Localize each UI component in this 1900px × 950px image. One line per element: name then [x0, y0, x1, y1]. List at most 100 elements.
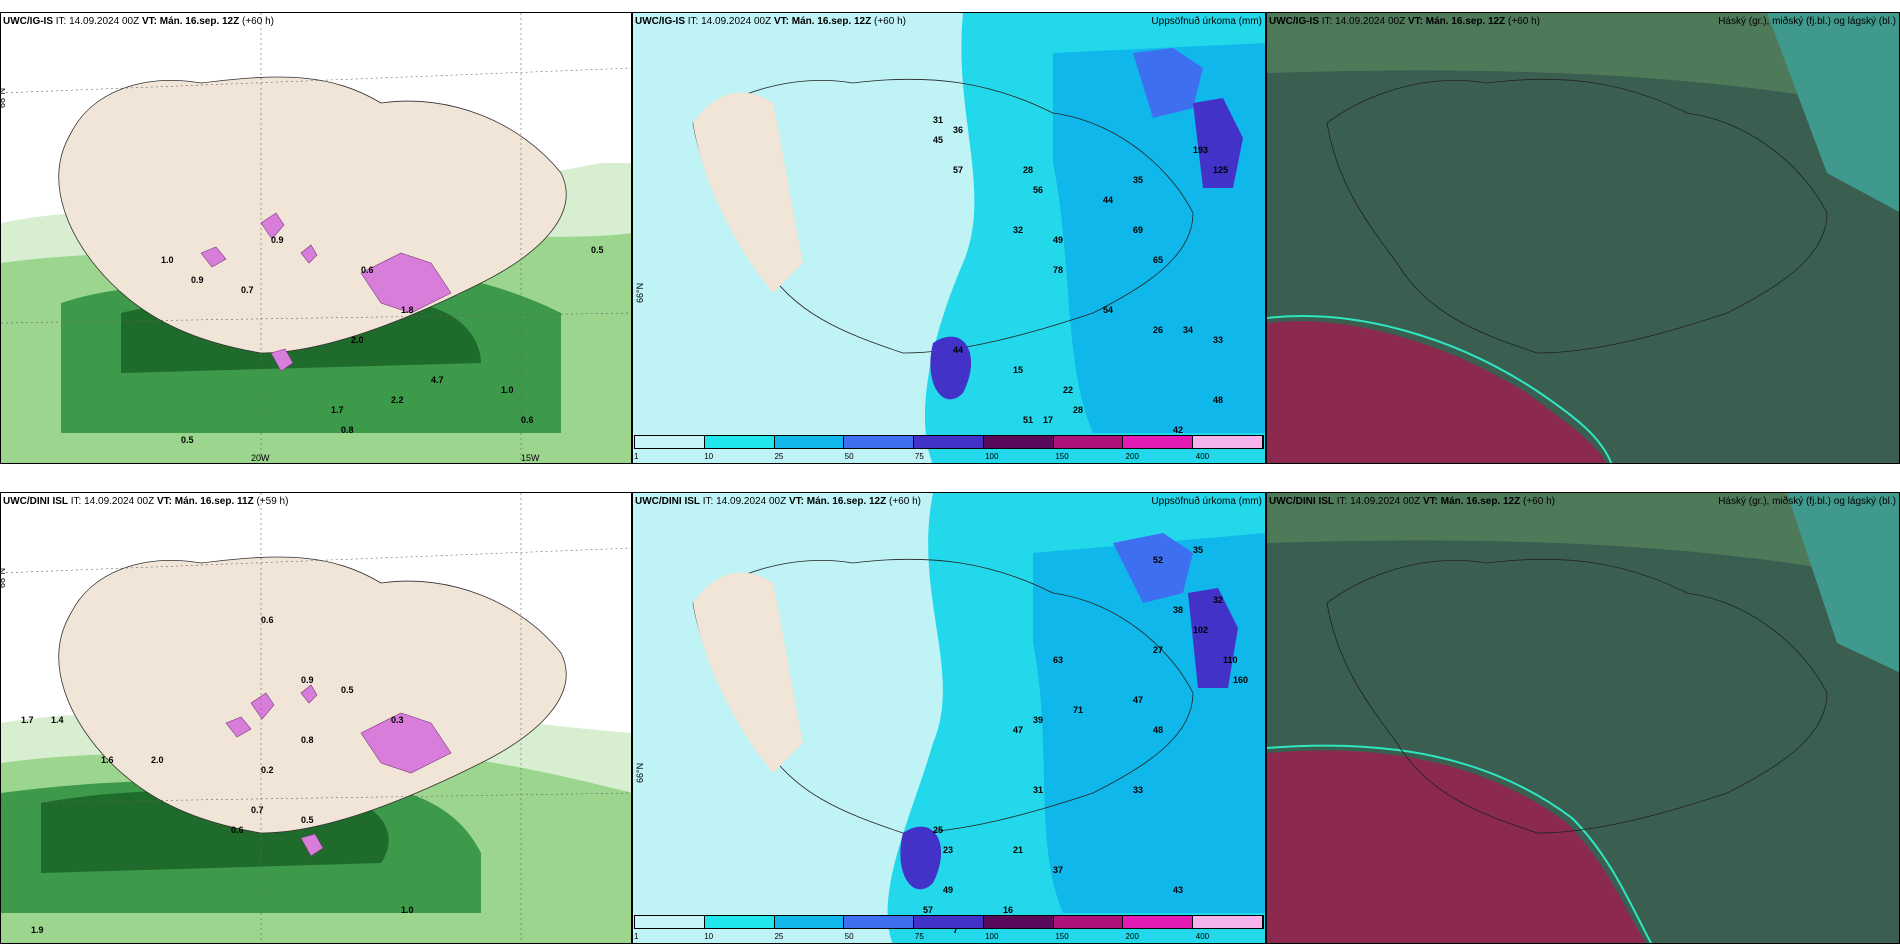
- panel-bottom-mid-map: 66°N 52 35 32 38 27 63 39 47 71 47 102 110 160 48 33 31…: [632, 492, 1266, 944]
- colorbar-tick: 150: [1055, 932, 1069, 941]
- colorbar-tick: 75: [914, 932, 924, 941]
- map-value-label: 78: [1053, 265, 1063, 275]
- map-value-label: 31: [933, 115, 943, 125]
- map-value-label: 1.8: [401, 305, 414, 315]
- panel-title-right: Háský (gr.), miðský (fj.bl.) og lágský (…: [1718, 496, 1896, 507]
- panel-header: UWC/DINI ISL IT: 14.09.2024 00Z VT: Mán.…: [635, 496, 921, 507]
- colorbar-tick: 10: [704, 932, 714, 941]
- map-value-label: 32: [1013, 225, 1023, 235]
- map-value-label: 125: [1213, 165, 1228, 175]
- map-value-label: 44: [953, 345, 963, 355]
- map-value-label: 0.9: [191, 275, 204, 285]
- precip-colorbar: [634, 435, 1264, 449]
- map-value-label: 48: [1213, 395, 1223, 405]
- map-value-label: 57: [953, 165, 963, 175]
- map-value-label: 0.5: [301, 815, 314, 825]
- map-value-label: 33: [1133, 785, 1143, 795]
- map-value-label: 28: [1073, 405, 1083, 415]
- map-value-label: 193: [1193, 145, 1208, 155]
- panel-header: UWC/DINI ISL IT: 14.09.2024 00Z VT: Mán.…: [1269, 496, 1555, 507]
- map-value-label: 34: [1183, 325, 1193, 335]
- map-value-label: 110: [1223, 655, 1238, 665]
- panel-bottom-left-map: 66°N 0.6 1.7 1.4 1.6 2.0 0.9 0.8 0.5 0.3 0.2 0.7 0.…: [0, 492, 632, 944]
- precip-colorbar: [634, 915, 1264, 929]
- lon-label-15w: 15W: [521, 453, 540, 463]
- map-value-label: 1.7: [331, 405, 344, 415]
- map-value-label: 49: [1053, 235, 1063, 245]
- map-value-label: 31: [1033, 785, 1043, 795]
- colorbar-tick: 200: [1125, 932, 1139, 941]
- map-value-label: 15: [1013, 365, 1023, 375]
- panel-top-left-map: 66°N 20W 15W 0.9 0.7 1.0 0.9 0.6 0.5 1.8 2.0 4.7…: [0, 12, 632, 464]
- map-value-label: 42: [1173, 425, 1183, 435]
- map-value-label: 56: [1033, 185, 1043, 195]
- colorbar-tick: 400: [1195, 452, 1210, 461]
- map-value-label: 1.4: [51, 715, 64, 725]
- colorbar-swatch: [1123, 916, 1194, 928]
- map-value-label: 36: [953, 125, 963, 135]
- map-value-label: 54: [1103, 305, 1113, 315]
- panel-header: UWC/DINI ISL IT: 14.09.2024 00Z VT: Mán.…: [3, 496, 289, 507]
- map-value-label: 23: [943, 845, 953, 855]
- panel-header: UWC/IG-IS IT: 14.09.2024 00Z VT: Mán. 16…: [1269, 16, 1540, 27]
- colorbar-swatch: [774, 916, 845, 928]
- colorbar-tick: 50: [844, 932, 854, 941]
- map-value-label: 0.9: [271, 235, 284, 245]
- colorbar-swatch: [1053, 916, 1124, 928]
- map-precip-bottom: 66°N 52353238276339477147102110160483331…: [633, 493, 1265, 943]
- colorbar-swatch: [704, 916, 775, 928]
- map-value-label: 0.7: [251, 805, 264, 815]
- map-value-label: 7: [953, 925, 958, 935]
- map-value-label: 69: [1133, 225, 1143, 235]
- panel-header: UWC/IG-IS IT: 14.09.2024 00Z VT: Mán. 16…: [635, 16, 906, 27]
- colorbar-swatch: [1193, 436, 1264, 448]
- colorbar-tick: 25: [774, 932, 784, 941]
- map-value-label: 0.9: [301, 675, 314, 685]
- colorbar-swatch: [774, 436, 845, 448]
- map-value-label: 0.3: [391, 715, 404, 725]
- colorbar-tick: 100: [985, 932, 999, 941]
- map-value-label: 25: [933, 825, 943, 835]
- map-value-label: 0.6: [521, 415, 534, 425]
- map-value-label: 1.0: [161, 255, 174, 265]
- colorbar-tick: 50: [844, 452, 854, 461]
- map-value-label: 0.7: [241, 285, 254, 295]
- map-value-label: 71: [1073, 705, 1083, 715]
- map-value-label: 2.2: [391, 395, 404, 405]
- lat-label: 66°N: [1, 88, 7, 108]
- map-value-label: 47: [1013, 725, 1023, 735]
- colorbar-tick: 150: [1055, 452, 1069, 461]
- map-value-label: 35: [1133, 175, 1143, 185]
- map-value-label: 0.6: [261, 615, 274, 625]
- colorbar-swatch: [1123, 436, 1194, 448]
- map-value-label: 32: [1213, 595, 1223, 605]
- map-value-label: 43: [1173, 885, 1183, 895]
- colorbar-tick: 1: [634, 932, 639, 941]
- map-value-label: 38: [1173, 605, 1183, 615]
- colorbar-tick: 25: [774, 452, 784, 461]
- map-value-label: 0.5: [591, 245, 604, 255]
- lon-label-20w: 20W: [251, 453, 270, 463]
- map-value-label: 0.5: [341, 685, 354, 695]
- map-value-label: 51: [1023, 415, 1033, 425]
- map-value-label: 65: [1153, 255, 1163, 265]
- map-value-label: 2.0: [151, 755, 164, 765]
- map-value-label: 44: [1103, 195, 1113, 205]
- map-value-label: 0.6: [361, 265, 374, 275]
- colorbar-tick: 10: [704, 452, 714, 461]
- panel-header: UWC/IG-IS IT: 14.09.2024 00Z VT: Mán. 16…: [3, 16, 274, 27]
- panel-title-right: Uppsöfnuð úrkoma (mm): [1151, 16, 1262, 27]
- colorbar-tick: 200: [1125, 452, 1139, 461]
- map-value-label: 48: [1153, 725, 1163, 735]
- colorbar-swatch: [635, 436, 705, 448]
- lat-label: 66°N: [635, 763, 645, 783]
- colorbar-swatch: [983, 916, 1054, 928]
- map-value-label: 57: [923, 905, 933, 915]
- map-value-label: 27: [1153, 645, 1163, 655]
- map-value-label: 102: [1193, 625, 1208, 635]
- map-value-label: 0.8: [341, 425, 354, 435]
- colorbar-swatch: [635, 916, 705, 928]
- map-value-label: 4.7: [431, 375, 444, 385]
- map-value-label: 0.8: [301, 735, 314, 745]
